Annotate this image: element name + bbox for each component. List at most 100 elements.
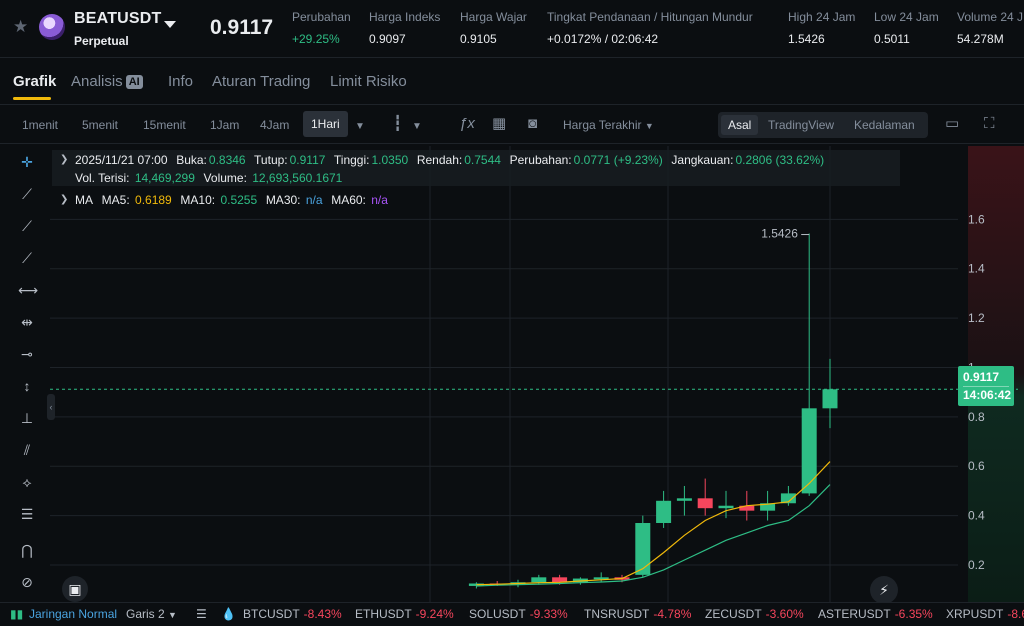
range-label: Jangkauan: — [671, 153, 734, 167]
window-icon[interactable]: ▭ — [945, 115, 960, 132]
ticker-list-icon[interactable]: ☰ — [196, 607, 207, 621]
candle-body — [780, 493, 796, 504]
candle-body — [635, 523, 651, 575]
indicator-fx-icon[interactable]: ƒx — [459, 115, 475, 132]
lightning-icon[interactable]: ⚡ — [870, 576, 898, 604]
price-line-icon[interactable]: ⊸ — [21, 346, 33, 362]
view-depth[interactable]: Kedalaman — [854, 118, 915, 132]
view-original[interactable]: Asal — [721, 115, 759, 135]
camera-icon[interactable]: ◙ — [528, 115, 538, 132]
ma-collapse-chevron-icon[interactable]: ❯ — [60, 194, 69, 205]
ma5-value: 0.6189 — [135, 193, 172, 207]
stat-high-24h: High 24 Jam 1.5426 — [788, 10, 855, 46]
stat-value: +29.25% — [292, 32, 340, 46]
layout-grid-icon[interactable]: ▦ — [492, 115, 507, 132]
stat-value: 0.5011 — [874, 32, 910, 46]
ticker-item[interactable]: ASTERUSDT -6.35% — [818, 607, 933, 621]
calendar-icon[interactable]: ▣ — [62, 576, 88, 602]
timeframe-15m[interactable]: 15menit — [143, 118, 186, 132]
ticker-item[interactable]: XRPUSDT-8.6 — [946, 607, 1024, 621]
ma10-value: 0.5255 — [220, 193, 258, 207]
tab-info[interactable]: Info — [168, 73, 194, 90]
ma5-label: MA5: — [101, 193, 130, 207]
ma5-line — [476, 461, 831, 586]
open-value: 0.8346 — [208, 153, 246, 167]
price-type-select[interactable]: Harga Terakhir ▼ — [563, 118, 654, 132]
candle-type-icon[interactable]: ┇ — [393, 115, 403, 132]
timeframe-1m[interactable]: 1menit — [22, 118, 59, 132]
tab-risk-limit[interactable]: Limit Risiko — [330, 73, 407, 90]
fib-levels-icon[interactable]: ☰ — [20, 506, 34, 522]
price-range-icon[interactable]: ⊥ — [20, 410, 34, 426]
ohlc-collapse-chevron-icon[interactable]: ❯ — [60, 154, 69, 165]
oi-value: 14,469,299 — [134, 171, 195, 185]
stat-label: Tingkat Pendanaan / Hitungan Mundur — [547, 10, 753, 24]
stat-value: 54.278M — [957, 32, 1004, 46]
change-label: Perubahan: — [509, 153, 572, 167]
tab-grafik[interactable]: Grafik — [13, 73, 57, 90]
candle-type-chevron-icon[interactable]: ▼ — [412, 121, 422, 132]
candle-body — [593, 577, 609, 580]
candle-body — [656, 500, 672, 524]
stat-value: +0.0172% / 02:06:42 — [547, 32, 659, 46]
timeframe-1d[interactable]: 1Hari — [303, 111, 348, 137]
ray-line-icon[interactable]: ⟋ — [22, 218, 32, 234]
last-price-tag: 0.9117 14:06:42 — [958, 366, 1014, 406]
ohlc-line: 2025/11/21 07:00 Buka: 0.8346 Tutup: 0.911… — [75, 153, 826, 167]
stat-funding-rate[interactable]: Tingkat Pendanaan / Hitungan Mundur +0.0… — [547, 10, 753, 46]
horizontal-ray-icon[interactable]: ⇹ — [21, 314, 33, 330]
stat-value: 0.9105 — [460, 32, 497, 46]
close-label: Tutup: — [254, 153, 288, 167]
y-tick-label: 0.2 — [968, 558, 985, 572]
y-tick-label: 1.6 — [968, 212, 985, 226]
candle-countdown: 14:06:42 — [963, 386, 1012, 402]
tab-label: Analisis — [71, 73, 123, 90]
hide-drawings-icon[interactable]: ⊘ — [21, 574, 33, 590]
low-label: Rendah: — [416, 153, 463, 167]
network-status[interactable]: Jaringan Normal — [29, 607, 118, 621]
candle-body — [697, 498, 713, 509]
chart-toolbar: 1menit 5menit 15menit 1Jam 4Jam 1Hari ▼ … — [0, 104, 1024, 144]
view-tradingview[interactable]: TradingView — [768, 118, 835, 132]
collapse-rail-handle-icon[interactable]: ‹ — [47, 394, 55, 420]
candle-body — [718, 505, 734, 509]
crosshair-icon[interactable]: ✛ — [21, 154, 33, 170]
timeframe-5m[interactable]: 5menit — [82, 118, 119, 132]
ticker-item[interactable]: ETHUSDT -9.24% — [355, 607, 454, 621]
symbol-dropdown-chevron-icon[interactable] — [164, 21, 176, 28]
candle-body — [822, 389, 838, 409]
ticker-item[interactable]: TNSRUSDT -4.78% — [584, 607, 692, 621]
fullscreen-icon[interactable]: ⛶ — [984, 115, 995, 132]
parallel-channel-icon[interactable]: ⫽ — [23, 442, 31, 458]
more-timeframes-chevron-icon[interactable]: ▼ — [355, 121, 365, 132]
pitchfork-icon[interactable]: ⟡ — [22, 474, 32, 490]
vol-label: Volume: — [203, 171, 247, 185]
extended-line-icon[interactable]: ⟋ — [22, 250, 32, 266]
trend-line-icon[interactable]: ⟋ — [22, 186, 32, 202]
chart-view-switch: Asal TradingView Kedalaman — [718, 112, 928, 138]
symbol-name[interactable]: BEATUSDT — [74, 10, 162, 27]
volume-line: Vol. Terisi: 14,469,299 Volume: 12,693,5… — [75, 171, 344, 185]
open-label: Buka: — [176, 153, 207, 167]
stat-label: High 24 Jam — [788, 10, 856, 24]
high-annotation-label: 1.5426 — [761, 227, 798, 241]
favorite-star-icon[interactable]: ★ — [13, 17, 29, 36]
layout-label: Garis 2 — [126, 607, 165, 621]
tab-trading-rules[interactable]: Aturan Trading — [212, 73, 311, 90]
tab-analisis[interactable]: Analisis AI — [71, 73, 143, 90]
ticker-item[interactable]: BTCUSDT -8.43% — [243, 607, 342, 621]
price-chart[interactable]: 0.20.40.60.811.21.41.61.5426 — [50, 146, 1024, 602]
ai-badge-icon: AI — [125, 75, 143, 89]
horizontal-line-icon[interactable]: ⟷ — [18, 282, 39, 298]
layout-select[interactable]: Garis 2 ▼ — [126, 607, 177, 621]
status-footer: ▮▮ Jaringan Normal Garis 2 ▼ ☰ 💧 BTCUSDT… — [0, 602, 1024, 626]
timeframe-4h[interactable]: 4Jam — [260, 118, 290, 132]
ma10-line — [476, 484, 831, 587]
magnet-icon[interactable]: ⋂ — [21, 542, 33, 558]
ticker-item[interactable]: ZECUSDT -3.60% — [705, 607, 804, 621]
timeframe-1h[interactable]: 1Jam — [210, 118, 240, 132]
stat-value: 0.9097 — [369, 32, 406, 46]
ticker-item[interactable]: SOLUSDT -9.33% — [469, 607, 568, 621]
vertical-line-icon[interactable]: ↕ — [23, 378, 31, 394]
ma30-value: n/a — [305, 193, 323, 207]
